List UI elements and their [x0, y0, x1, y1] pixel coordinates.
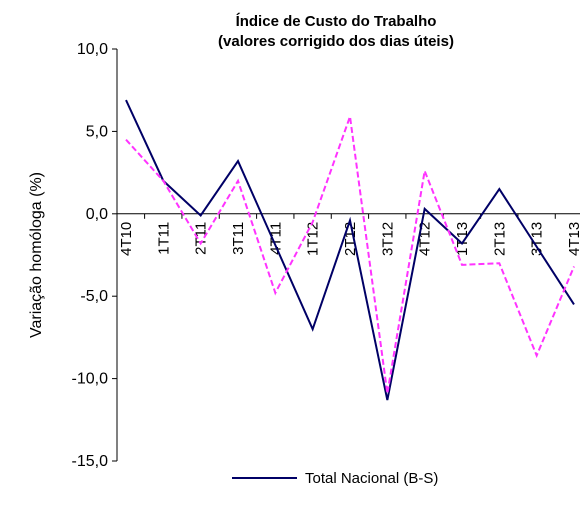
- series-line: [125, 99, 575, 401]
- x-tick-label: 4T10: [118, 222, 135, 256]
- chart-subtitle: (valores corrigido dos dias úteis): [218, 33, 454, 50]
- x-tick-label: 1T12: [305, 222, 322, 256]
- x-tick-label: 3T11: [230, 222, 247, 255]
- x-tick-label: 3T12: [379, 222, 396, 256]
- x-tick-label: 2T13: [491, 222, 508, 256]
- series-line: [125, 116, 575, 394]
- y-tick-label: 10,0: [77, 41, 108, 58]
- x-tick-label: 2T11: [193, 222, 210, 255]
- x-tick-label: 4T11: [267, 222, 284, 255]
- x-tick-label: 1T13: [454, 222, 471, 256]
- y-tick-label: 5,0: [86, 123, 108, 140]
- x-tick-label: 1T11: [155, 222, 172, 255]
- y-axis-title: Variação homóloga (%): [28, 172, 45, 338]
- y-tick-label: -10,0: [72, 371, 109, 388]
- x-tick-label: 3T13: [529, 222, 546, 256]
- y-tick-label: -5,0: [80, 288, 108, 305]
- y-tick-label: 0,0: [86, 206, 108, 223]
- legend-label: Total Nacional (B-S): [305, 470, 438, 487]
- chart-title: Índice de Custo do Trabalho: [236, 13, 437, 30]
- y-tick-label: -15,0: [72, 453, 109, 470]
- x-tick-label: 4T13: [566, 222, 583, 256]
